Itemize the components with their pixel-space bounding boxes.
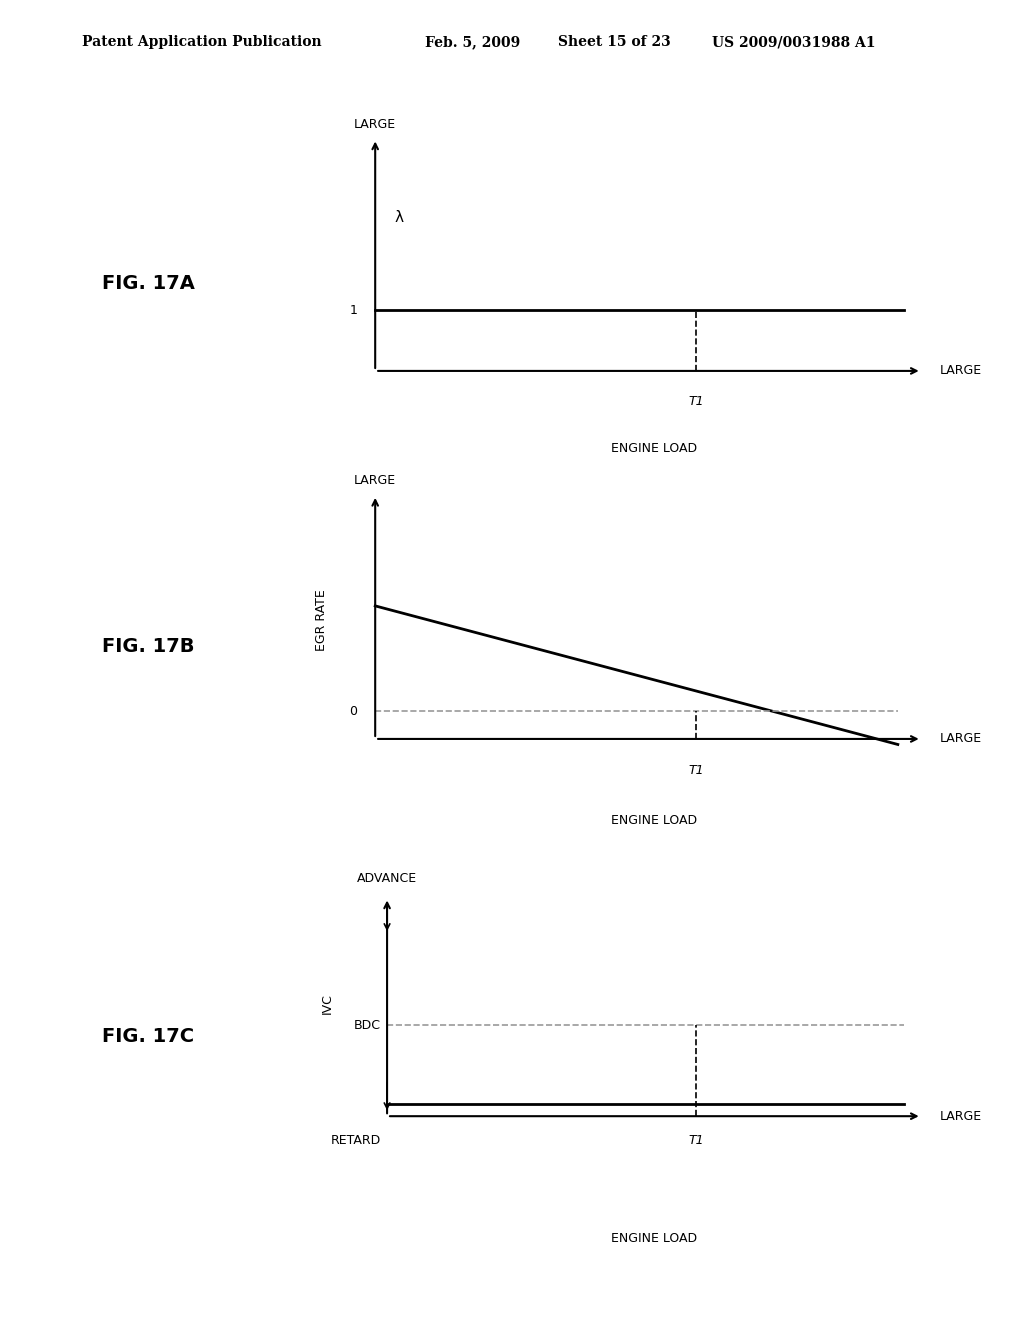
Text: FIG. 17C: FIG. 17C [102,1027,195,1045]
Text: US 2009/0031988 A1: US 2009/0031988 A1 [712,36,876,49]
Text: ADVANCE: ADVANCE [357,873,417,886]
Text: Patent Application Publication: Patent Application Publication [82,36,322,49]
Text: IVC: IVC [322,994,334,1014]
Text: LARGE: LARGE [354,474,396,487]
Text: EGR RATE: EGR RATE [315,589,329,651]
Text: LARGE: LARGE [354,117,396,131]
Text: FIG. 17B: FIG. 17B [102,638,195,656]
Text: BDC: BDC [354,1019,381,1032]
Text: λ: λ [394,210,403,226]
Text: FIG. 17A: FIG. 17A [102,275,196,293]
Text: LARGE: LARGE [939,733,982,746]
Text: Feb. 5, 2009: Feb. 5, 2009 [425,36,520,49]
Text: LARGE: LARGE [939,1110,982,1123]
Text: LARGE: LARGE [939,364,982,378]
Text: T1: T1 [688,395,703,408]
Text: RETARD: RETARD [331,1134,381,1147]
Text: ENGINE LOAD: ENGINE LOAD [611,813,697,826]
Text: Sheet 15 of 23: Sheet 15 of 23 [558,36,671,49]
Text: T1: T1 [688,1134,703,1147]
Text: ENGINE LOAD: ENGINE LOAD [611,1232,697,1245]
Text: 0: 0 [349,705,357,718]
Text: 1: 1 [349,304,357,317]
Text: ENGINE LOAD: ENGINE LOAD [611,442,697,455]
Text: T1: T1 [688,764,703,777]
